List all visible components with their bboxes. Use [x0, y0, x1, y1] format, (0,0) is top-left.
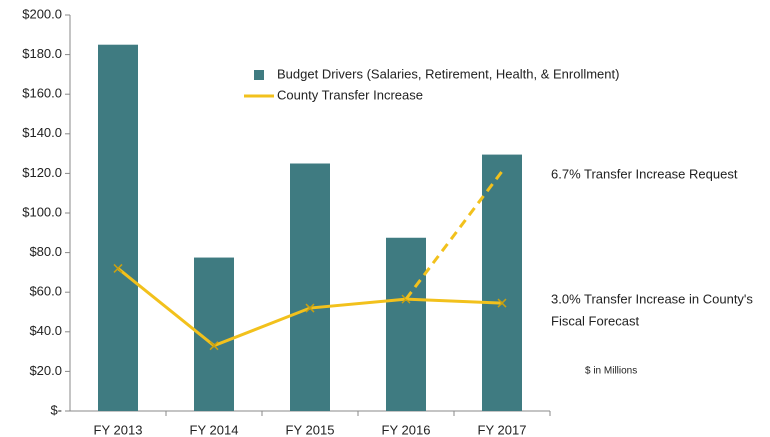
y-tick-label: $140.0: [22, 125, 62, 140]
line-marker: [497, 298, 507, 308]
y-tick-label: $20.0: [29, 363, 62, 378]
x-tick-label: FY 2015: [286, 422, 335, 437]
bar: [290, 163, 330, 411]
bar: [482, 154, 522, 411]
x-tick-label: FY 2014: [190, 422, 239, 437]
line: [404, 170, 504, 301]
annotation: Fiscal Forecast: [551, 313, 640, 328]
legend-label: County Transfer Increase: [277, 87, 423, 102]
bar: [98, 44, 138, 411]
y-tick-label: $200.0: [22, 6, 62, 21]
x-tick-label: FY 2016: [382, 422, 431, 437]
y-tick-label: $-: [50, 402, 62, 417]
y-tick-label: $60.0: [29, 284, 62, 299]
y-tick-label: $160.0: [22, 86, 62, 101]
y-tick-label: $100.0: [22, 204, 62, 219]
legend-swatch: [254, 70, 264, 80]
y-tick-label: $80.0: [29, 244, 62, 259]
legend-label: Budget Drivers (Salaries, Retirement, He…: [277, 66, 619, 81]
bar: [386, 237, 426, 411]
y-tick-label: $120.0: [22, 165, 62, 180]
y-tick-label: $40.0: [29, 323, 62, 338]
annotation: $ in Millions: [585, 366, 637, 377]
annotation: 6.7% Transfer Increase Request: [551, 166, 738, 181]
y-tick-label: $180.0: [22, 46, 62, 61]
x-tick-label: FY 2017: [478, 422, 527, 437]
x-tick-label: FY 2013: [94, 422, 143, 437]
line-marker: [113, 263, 123, 273]
annotation: 3.0% Transfer Increase in County's: [551, 291, 753, 306]
line-marker: [209, 341, 219, 351]
line-marker: [305, 303, 315, 313]
